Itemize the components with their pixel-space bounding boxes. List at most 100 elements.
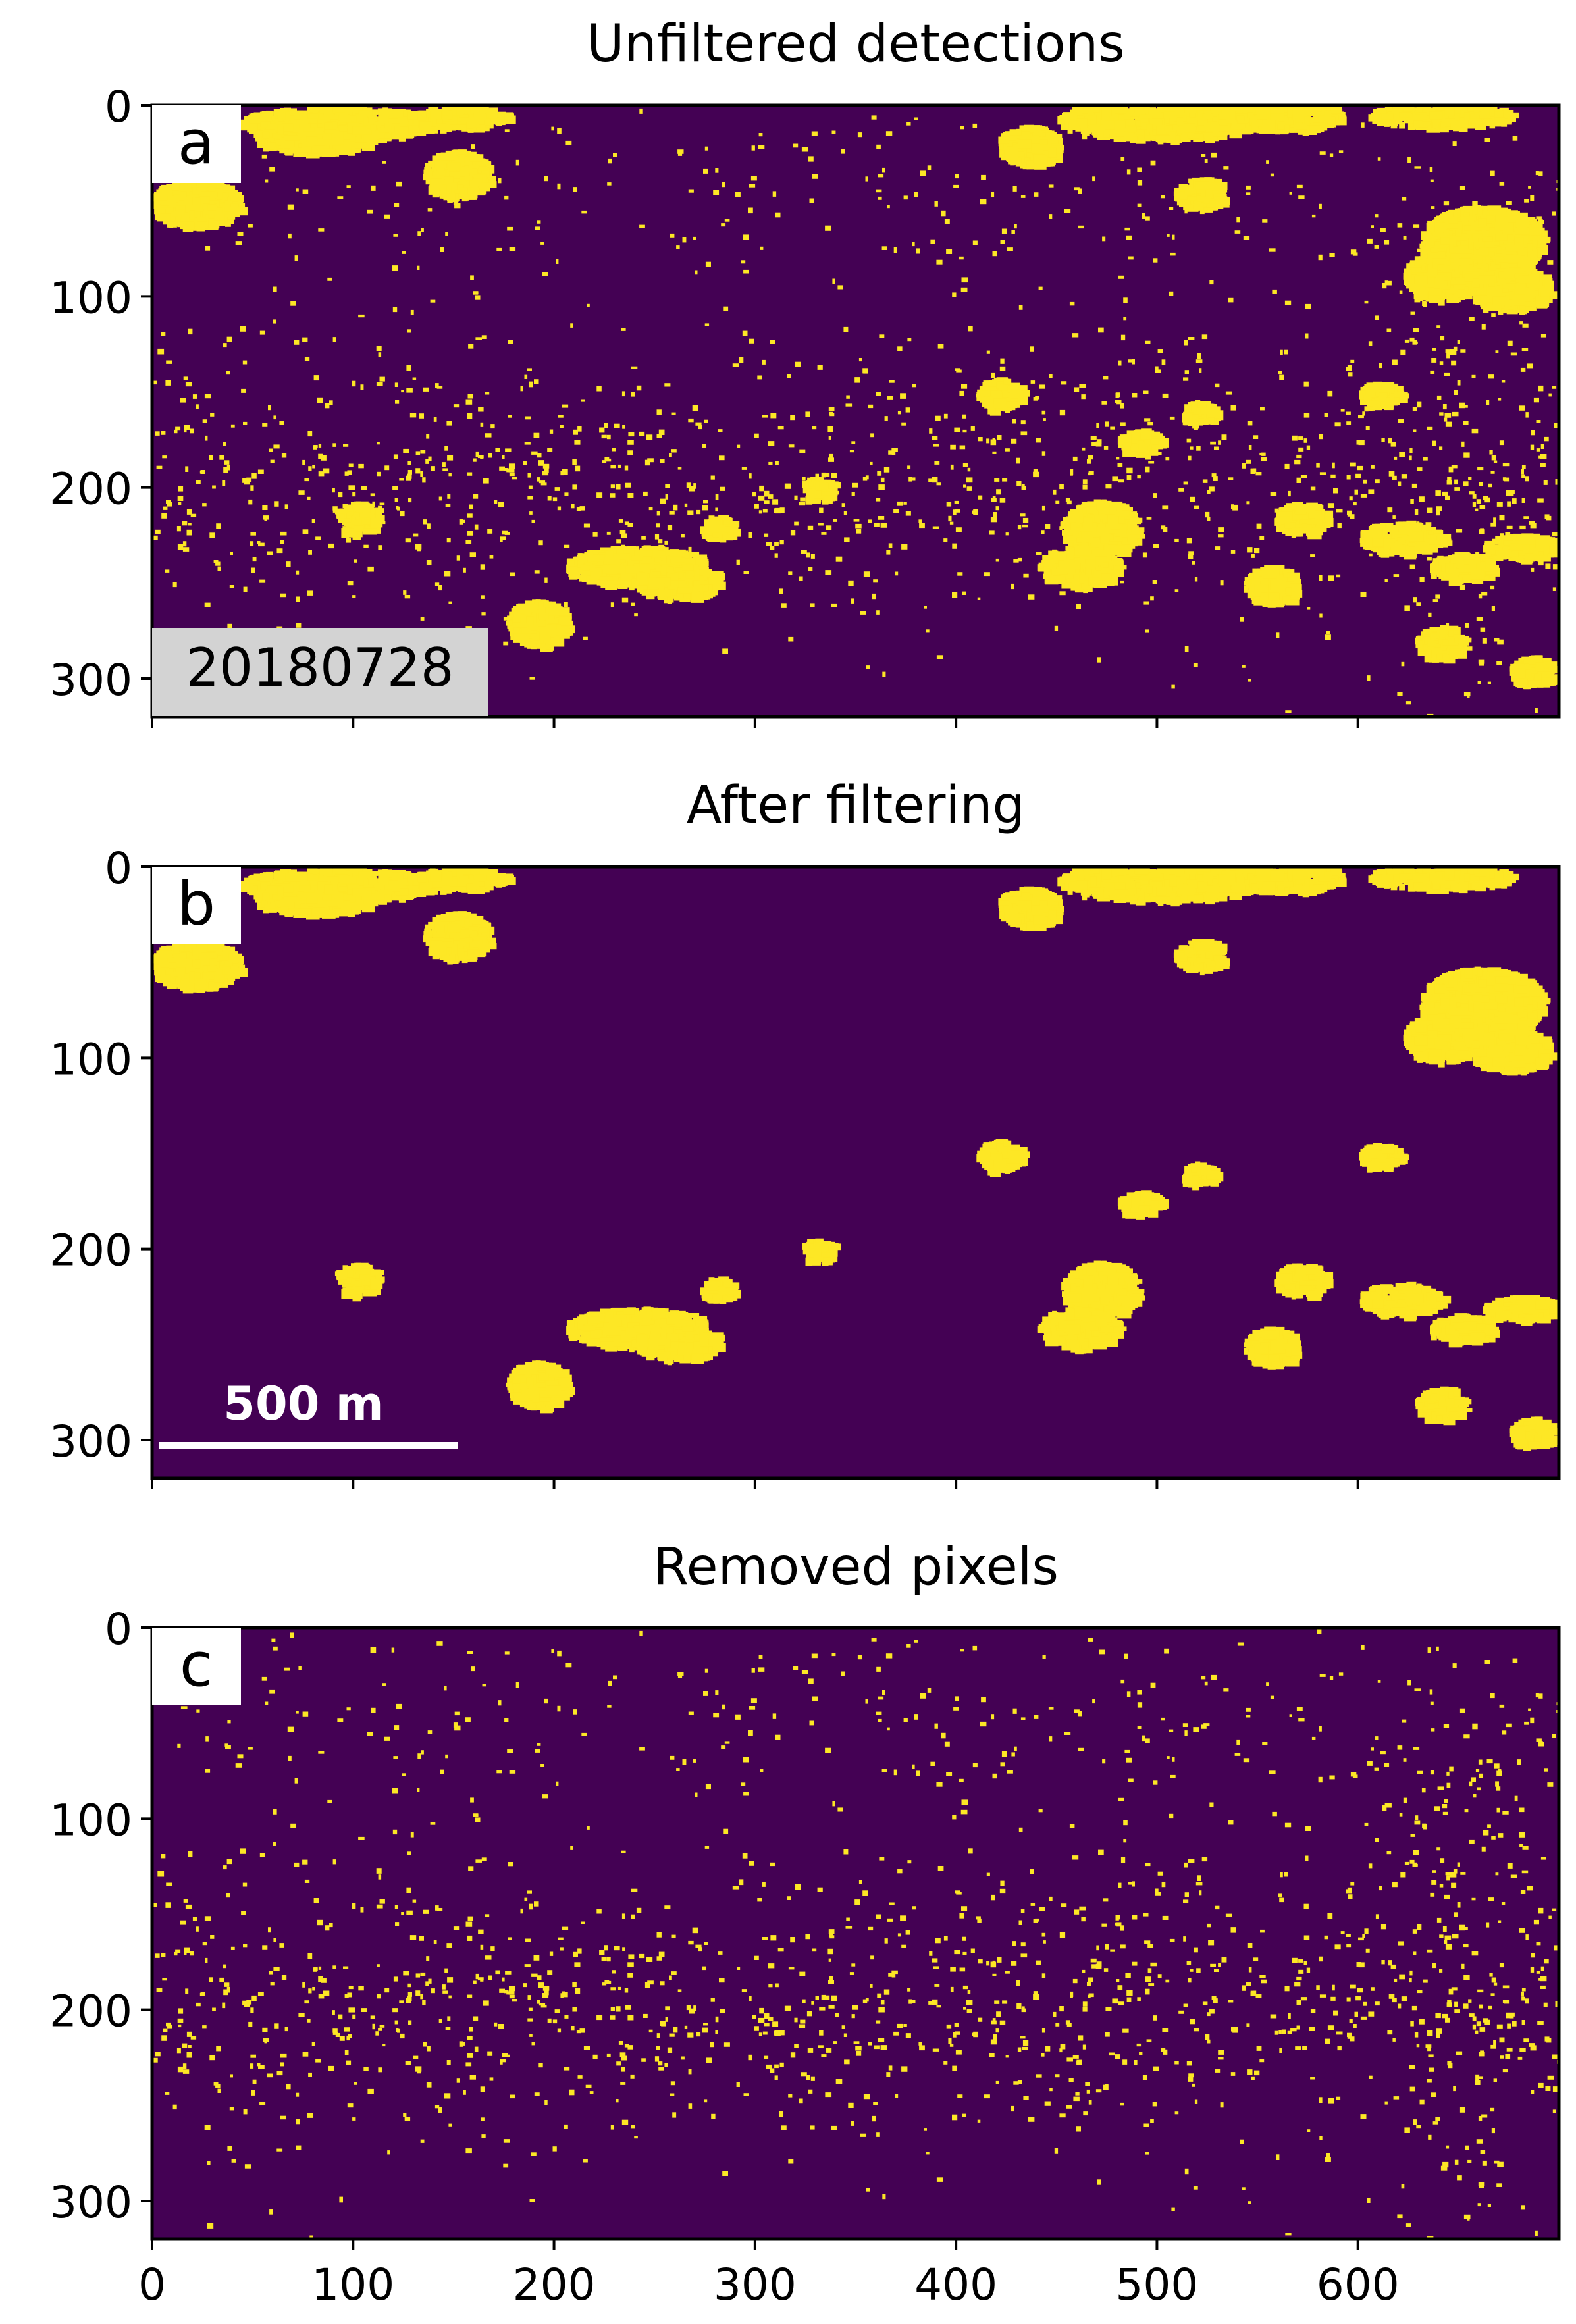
- detection-pixel: [207, 204, 217, 211]
- detection-pixel: [1039, 139, 1048, 145]
- detection-pixel: [1527, 243, 1533, 253]
- detection-pixel: [1376, 107, 1387, 113]
- detection-pixel: [344, 139, 350, 145]
- detection-pixel: [1126, 134, 1133, 142]
- detection-pixel: [1205, 111, 1211, 120]
- detection-pixel: [1404, 118, 1413, 124]
- detection-pixel: [223, 216, 234, 224]
- detection-pixel: [1492, 247, 1498, 255]
- detection-pixel: [447, 162, 461, 171]
- detection-pixel: [255, 134, 262, 142]
- detection-pixel: [1508, 254, 1519, 263]
- detection-pixel: [1215, 199, 1230, 208]
- detection-pixel: [466, 122, 477, 130]
- detection-pixel: [1189, 112, 1196, 118]
- detection-pixel: [1130, 133, 1138, 143]
- detection-pixel: [161, 207, 171, 213]
- detection-pixel: [1482, 120, 1490, 126]
- detection-pixel: [352, 126, 367, 135]
- detection-pixel: [190, 192, 200, 199]
- detection-pixel: [1432, 229, 1439, 237]
- detection-pixel: [195, 197, 201, 207]
- detection-pixel: [1438, 251, 1446, 261]
- detection-pixel: [1205, 197, 1211, 204]
- detection-pixel: [298, 147, 309, 153]
- detection-pixel: [189, 210, 195, 220]
- detection-pixel: [347, 128, 352, 134]
- detection-pixel: [1317, 120, 1326, 128]
- detection-pixel: [1219, 113, 1226, 120]
- detection-pixel: [368, 117, 375, 124]
- detection-pixel: [1446, 235, 1456, 244]
- detection-pixel: [313, 138, 328, 146]
- detection-pixel: [1041, 151, 1052, 155]
- detection-pixel: [1510, 213, 1523, 221]
- detection-pixel: [1247, 112, 1253, 118]
- detection-pixel: [1527, 251, 1538, 257]
- detection-pixel: [264, 129, 276, 138]
- detection-pixel: [1429, 263, 1436, 271]
- detection-pixel: [1489, 118, 1496, 129]
- detection-pixel: [247, 122, 253, 133]
- detection-pixel: [1332, 114, 1339, 120]
- detection-pixel: [1146, 124, 1153, 132]
- detection-pixel: [1135, 120, 1141, 126]
- detection-pixel: [398, 109, 411, 117]
- detection-pixel: [317, 120, 328, 127]
- detection-pixel: [278, 114, 292, 120]
- detection-pixel: [167, 219, 172, 228]
- detection-pixel: [1292, 109, 1303, 118]
- detection-pixel: [249, 113, 257, 122]
- detection-pixel: [1178, 184, 1188, 190]
- detection-pixel: [196, 211, 201, 217]
- detection-pixel: [284, 135, 298, 141]
- detection-pixel: [1470, 113, 1482, 119]
- detection-pixel: [1455, 219, 1460, 224]
- detection-pixel: [201, 191, 215, 196]
- detection-pixel: [275, 118, 283, 125]
- detection-pixel: [1184, 106, 1197, 113]
- detection-pixel: [213, 182, 225, 188]
- detection-pixel: [1488, 266, 1499, 274]
- detection-pixel: [475, 159, 489, 166]
- detection-pixel: [1007, 138, 1013, 147]
- detection-pixel: [1532, 237, 1540, 247]
- detection-pixel: [1441, 252, 1456, 260]
- detection-pixel: [1495, 228, 1508, 235]
- detection-pixel: [1452, 280, 1466, 285]
- detection-pixel: [189, 205, 204, 212]
- detection-pixel: [312, 124, 318, 129]
- detection-pixel: [1005, 144, 1018, 151]
- detection-pixel: [1503, 230, 1513, 235]
- detection-pixel: [1507, 232, 1513, 243]
- detection-pixel: [1124, 119, 1136, 126]
- detection-pixel: [375, 121, 385, 128]
- detection-pixel: [1169, 118, 1184, 125]
- detection-pixel: [262, 131, 270, 139]
- detection-pixel: [999, 140, 1004, 149]
- detection-pixel: [1033, 154, 1045, 163]
- detection-pixel: [178, 209, 185, 215]
- detection-pixel: [1421, 236, 1434, 240]
- detection-pixel: [1391, 119, 1398, 126]
- detection-pixel: [1113, 128, 1126, 137]
- detection-pixel: [392, 111, 404, 118]
- detection-pixel: [1450, 288, 1456, 294]
- detection-pixel: [299, 124, 311, 129]
- detection-pixel: [454, 171, 460, 179]
- detection-pixel: [156, 213, 162, 219]
- detection-pixel: [289, 113, 298, 118]
- detection-pixel: [1412, 118, 1426, 124]
- detection-pixel: [1068, 122, 1082, 130]
- detection-pixel: [1098, 124, 1109, 131]
- detection-pixel: [1009, 134, 1017, 141]
- detection-pixel: [1257, 107, 1271, 117]
- detection-pixel: [478, 182, 490, 192]
- detection-pixel: [440, 124, 447, 134]
- detection-pixel: [478, 166, 488, 171]
- detection-pixel: [483, 167, 488, 176]
- detection-pixel: [1517, 224, 1527, 232]
- detection-pixel: [1024, 152, 1038, 158]
- detection-pixel: [336, 128, 343, 133]
- detection-pixel: [419, 121, 431, 132]
